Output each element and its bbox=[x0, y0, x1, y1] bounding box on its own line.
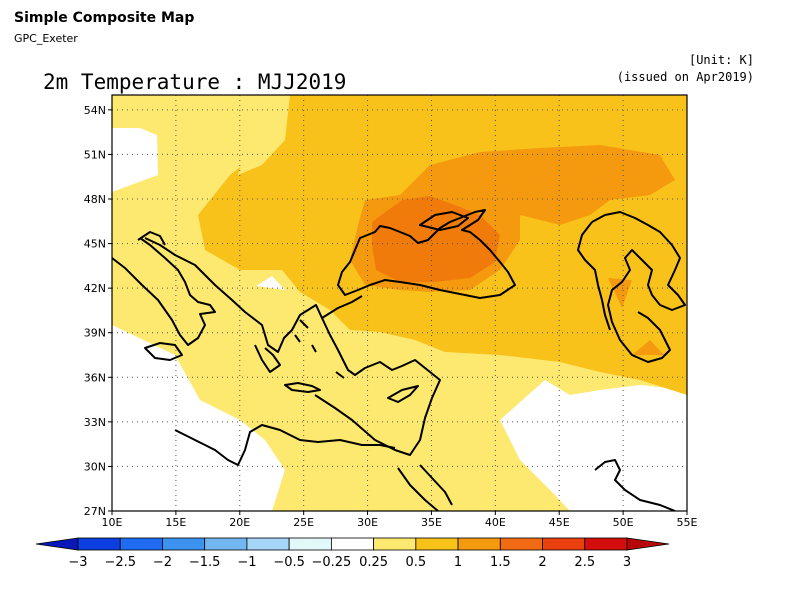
lon-axis: 10E 15E 20E 25E 30E 35E 40E 45E 50E 55E bbox=[102, 511, 698, 529]
coast-cyprus bbox=[387, 385, 419, 403]
coast-red-sea bbox=[397, 464, 453, 511]
lat-tick-label: 27N bbox=[84, 505, 106, 518]
lat-tick-label: 45N bbox=[84, 238, 106, 251]
lon-tick-label: 30E bbox=[357, 516, 378, 529]
coast-caspian bbox=[591, 211, 686, 363]
colorbar: −3 −2.5 −2 −1.5 −1 −0.5 −0.25 0.25 0.5 1 1.5 2 2.5 3 bbox=[35, 537, 670, 570]
colorbar-segment bbox=[162, 537, 206, 551]
lat-tick-label: 39N bbox=[84, 327, 106, 340]
colorbar-label: −0.5 bbox=[273, 555, 305, 570]
coast-black-sea bbox=[337, 209, 516, 299]
colorbar-segment bbox=[119, 537, 163, 551]
coast-italy bbox=[112, 237, 216, 346]
lon-tick-label: 15E bbox=[165, 516, 186, 529]
colorbar-label: 0.25 bbox=[359, 555, 388, 570]
colorbar-segment bbox=[542, 537, 586, 551]
coast-aegean-islands bbox=[294, 319, 345, 379]
coast-turkey-levant bbox=[314, 317, 441, 456]
coast-egypt-libya bbox=[174, 424, 396, 466]
shade-neutral-west bbox=[112, 128, 158, 192]
app-subtitle: GPC_Exeter bbox=[14, 32, 78, 45]
lon-tick-label: 10E bbox=[102, 516, 123, 529]
unit-label: [Unit: K] bbox=[688, 53, 754, 67]
map-title: 2m Temperature : MJJ2019 bbox=[43, 70, 347, 94]
lat-axis: 27N 30N 33N 36N 39N 42N 45N 48N 51N 54N bbox=[84, 104, 112, 518]
colorbar-segment bbox=[204, 537, 248, 551]
colorbar-label: 1 bbox=[454, 555, 462, 570]
colorbar-segment bbox=[499, 537, 543, 551]
coast-azov bbox=[419, 211, 469, 231]
shade-neutral-egypt-arabia bbox=[500, 380, 687, 511]
colorbar-arrow-high bbox=[626, 537, 670, 551]
colorbar-segment bbox=[457, 537, 501, 551]
coastlines bbox=[112, 209, 686, 511]
lat-tick-label: 48N bbox=[84, 193, 106, 206]
lat-tick-label: 42N bbox=[84, 282, 106, 295]
colorbar-label: −3 bbox=[68, 555, 87, 570]
map-frame bbox=[111, 94, 688, 512]
lat-tick-label: 33N bbox=[84, 416, 106, 429]
colorbar-label: 3 bbox=[623, 555, 631, 570]
lon-tick-label: 20E bbox=[229, 516, 250, 529]
coast-greece bbox=[254, 344, 281, 373]
colorbar-label: 0.5 bbox=[406, 555, 427, 570]
lat-tick-label: 30N bbox=[84, 460, 106, 473]
shade-1-15-caspian bbox=[608, 278, 632, 308]
colorbar-label: −1.5 bbox=[189, 555, 221, 570]
lon-tick-label: 45E bbox=[549, 516, 570, 529]
lon-tick-label: 35E bbox=[421, 516, 442, 529]
lon-tick-label: 40E bbox=[485, 516, 506, 529]
lat-tick-label: 54N bbox=[84, 104, 106, 117]
colorbar-segment bbox=[330, 537, 375, 551]
colorbar-segment bbox=[246, 537, 290, 551]
coast-crete bbox=[284, 382, 321, 393]
anomaly-field bbox=[112, 95, 687, 511]
colorbar-label: 2 bbox=[538, 555, 546, 570]
app-title: Simple Composite Map bbox=[14, 10, 195, 26]
coast-caspian-west bbox=[577, 221, 611, 331]
colorbar-segment bbox=[584, 537, 628, 551]
issued-label: (issued on Apr2019) bbox=[616, 70, 754, 84]
colorbar-label: 2.5 bbox=[574, 555, 595, 570]
coast-adriatic-east bbox=[144, 237, 363, 353]
lon-tick-label: 55E bbox=[677, 516, 698, 529]
colorbar-label: −2 bbox=[153, 555, 172, 570]
coast-italy-north bbox=[137, 231, 166, 246]
lon-tick-label: 25E bbox=[293, 516, 314, 529]
colorbar-segment bbox=[373, 537, 417, 551]
shade-neutral-africa-west bbox=[112, 325, 285, 511]
colorbar-label: −0.25 bbox=[311, 555, 351, 570]
lat-tick-label: 36N bbox=[84, 371, 106, 384]
shade-1-15-iran bbox=[632, 340, 664, 355]
colorbar-segment bbox=[288, 537, 332, 551]
shade-neutral-sea bbox=[256, 276, 285, 290]
shade-025-05-north bbox=[238, 95, 290, 175]
colorbar-label: 1.5 bbox=[490, 555, 511, 570]
colorbar-arrow-low bbox=[35, 537, 79, 551]
colorbar-label: −1 bbox=[237, 555, 256, 570]
coast-sicily bbox=[144, 342, 183, 361]
grid-lines bbox=[112, 95, 687, 511]
shade-neutral-east-strip bbox=[660, 395, 687, 511]
colorbar-segment bbox=[415, 537, 459, 551]
coast-persian-gulf bbox=[594, 459, 676, 511]
lon-tick-label: 50E bbox=[613, 516, 634, 529]
colorbar-segment bbox=[77, 537, 121, 551]
colorbar-label: −2.5 bbox=[104, 555, 136, 570]
lat-tick-label: 51N bbox=[84, 148, 106, 161]
